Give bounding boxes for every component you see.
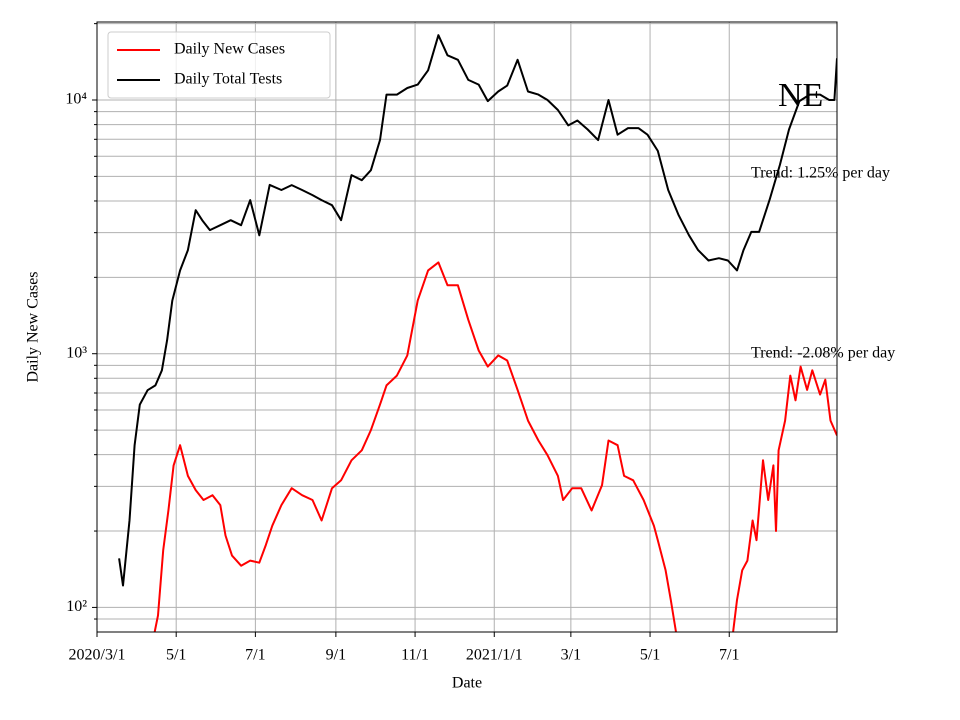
x-tick-label: 5/1: [640, 647, 660, 664]
y-tick-label: 10³: [66, 344, 87, 361]
legend: Daily New Cases Daily Total Tests: [107, 31, 331, 99]
x-tick-label: 5/1: [166, 647, 186, 664]
series-line: [153, 261, 677, 632]
y-axis-label: Daily New Cases: [25, 271, 42, 382]
y-tick-label: 10⁴: [65, 91, 87, 108]
annotation: Trend: -2.08% per day: [751, 345, 895, 362]
x-axis-label: Date: [452, 675, 482, 692]
plot-lines: [118, 34, 837, 632]
series-line: [732, 365, 837, 632]
y-tick-label: 10²: [66, 598, 87, 615]
x-tick-label: 7/1: [245, 647, 265, 664]
state-label: NE: [778, 77, 823, 114]
x-tick-label: 2020/3/1: [69, 647, 126, 664]
grid: [96, 22, 837, 632]
legend-label: Daily Total Tests: [174, 71, 282, 88]
x-tick-label: 2021/1/1: [466, 647, 523, 664]
x-tick-label: 7/1: [719, 647, 739, 664]
series-line: [118, 34, 837, 587]
x-tick-label: 11/1: [401, 647, 429, 664]
legend-box: [107, 31, 331, 99]
x-tick-label: 3/1: [561, 647, 581, 664]
legend-label: Daily New Cases: [174, 41, 285, 58]
annotation: Trend: 1.25% per day: [751, 165, 890, 182]
x-tick-label: 9/1: [326, 647, 346, 664]
plot-frame: [96, 21, 838, 633]
